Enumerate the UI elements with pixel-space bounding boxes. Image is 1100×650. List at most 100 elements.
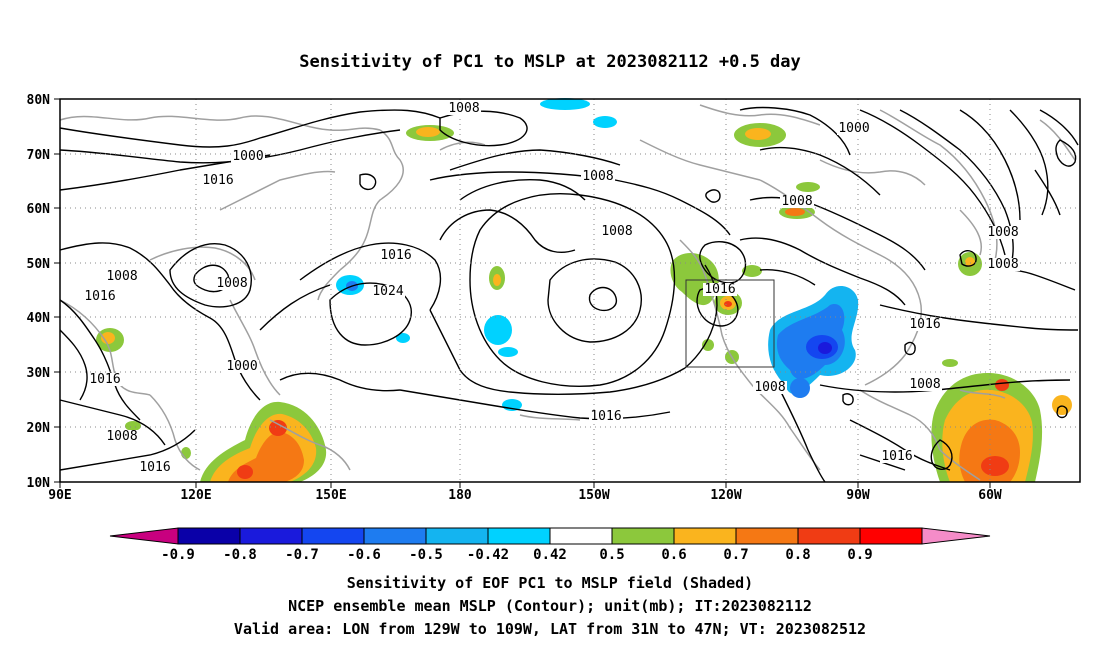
shade-negative-cyan	[593, 116, 617, 128]
shade-positive-orange	[1052, 395, 1072, 415]
contour-label: 1016	[89, 372, 120, 387]
caption-line: Valid area: LON from 129W to 109W, LAT f…	[234, 620, 866, 638]
shade-negative-cyan	[484, 315, 512, 345]
tick-marks	[54, 98, 991, 488]
contour-label-bg	[986, 226, 1020, 239]
contour-label: 1016	[139, 460, 170, 475]
contour-label: 1008	[601, 224, 632, 239]
colorbar-tick-label: -0.7	[285, 547, 319, 563]
contour-label: 1024	[372, 284, 403, 299]
lon-label: 120W	[710, 488, 741, 503]
lat-label: 10N	[27, 476, 51, 491]
shade-positive-orange	[416, 127, 440, 137]
contour-label: 1016	[84, 289, 115, 304]
shade-positive-red	[995, 379, 1009, 391]
contour-label: 1016	[590, 409, 621, 424]
contour-label-bg	[371, 285, 405, 298]
shade-negative-darker	[818, 342, 832, 354]
colorbar-over-triangle	[921, 527, 991, 545]
contour-label: 1008	[987, 225, 1018, 240]
contour-label-bg	[753, 381, 787, 394]
colorbar-tick-label: 0.7	[723, 547, 748, 563]
colorbar-tick-label: 0.9	[847, 547, 872, 563]
contour-label-bg	[880, 450, 914, 463]
colorbar-box	[239, 527, 303, 545]
colorbar-box	[301, 527, 365, 545]
shade-positive-green	[942, 359, 958, 367]
lon-label: 60W	[978, 488, 1002, 503]
lat-label: 60N	[27, 202, 51, 217]
contour-label: 1008	[781, 194, 812, 209]
contour-label-bg	[589, 410, 623, 423]
contour-label-bg	[908, 318, 942, 331]
contour-label-bg	[225, 360, 259, 373]
captions: Sensitivity of EOF PC1 to MSLP field (Sh…	[234, 574, 866, 638]
contour-label: 1016	[881, 449, 912, 464]
contour-label-bg	[447, 102, 481, 115]
colorbar-tick-label: -0.5	[409, 547, 443, 563]
lon-label: 90E	[48, 488, 71, 503]
contour-label-bg	[581, 170, 615, 183]
contour-label: 1000	[226, 359, 257, 374]
colorbar-tick-label: 0.42	[533, 547, 567, 563]
shade-positive-red	[981, 456, 1009, 476]
contour-label-bg	[986, 258, 1020, 271]
contour-label-bg	[88, 373, 122, 386]
lat-label: 70N	[27, 148, 51, 163]
colorbar-tick-label: -0.6	[347, 547, 381, 563]
contour-label: 1008	[582, 169, 613, 184]
contour-label: 1008	[448, 101, 479, 116]
lon-label: 150W	[578, 488, 609, 503]
latitude-labels: 80N 70N 60N 50N 40N 30N 20N 10N	[27, 93, 51, 491]
caption-line: Sensitivity of EOF PC1 to MSLP field (Sh…	[347, 574, 753, 592]
shade-positive-green	[742, 265, 762, 277]
colorbar-box	[177, 527, 241, 545]
contour-label-bg	[780, 195, 814, 208]
lon-label: 120E	[180, 488, 211, 503]
shade-negative-cyan	[396, 333, 410, 343]
contour-label-bg	[600, 225, 634, 238]
shade-positive-green	[181, 447, 191, 459]
contour-label: 1008	[754, 380, 785, 395]
colorbar-box	[549, 527, 613, 545]
shade-positive-green	[796, 182, 820, 192]
lat-label: 40N	[27, 311, 51, 326]
shade-positive-orange	[785, 208, 805, 216]
lat-label: 50N	[27, 257, 51, 272]
mslp-contours	[59, 106, 1079, 483]
shade-positive-red	[724, 301, 732, 307]
colorbar-box	[487, 527, 551, 545]
colorbar-tick-label: 0.6	[661, 547, 686, 563]
contour-label-bg	[105, 430, 139, 443]
contour-label: 1000	[838, 121, 869, 136]
shade-positive-red	[269, 420, 287, 436]
lon-label: 150E	[315, 488, 346, 503]
contour-label-bg	[231, 150, 265, 163]
contour-label-bg	[138, 461, 172, 474]
contour-label: 1016	[704, 282, 735, 297]
contour-label-bg	[105, 270, 139, 283]
colorbar-tick-label: -0.42	[467, 547, 509, 563]
map-background	[60, 99, 1080, 482]
colorbar-box	[673, 527, 737, 545]
colorbar-box	[363, 527, 427, 545]
colorbar-box	[797, 527, 861, 545]
colorbar-under-triangle	[109, 527, 179, 545]
valid-area-box	[685, 279, 775, 368]
colorbar-box	[859, 527, 923, 545]
shade-positive-orange	[101, 332, 115, 344]
longitude-labels: 90E 120E 150E 180 150W 120W 90W 60W	[48, 488, 1002, 503]
shade-negative-blue	[790, 378, 810, 398]
lon-label: 180	[448, 488, 472, 503]
contour-label-bg	[908, 378, 942, 391]
contour-labels: 1008 1000 1016 1008 1016 1008 1000 1016 1008 1016…	[83, 101, 1020, 475]
colorbar-box	[611, 527, 675, 545]
contour-label-bg	[837, 122, 871, 135]
colorbar-tick-label: 0.8	[785, 547, 810, 563]
contour-label: 1008	[216, 276, 247, 291]
shade-negative-cyan	[498, 347, 518, 357]
map-frame	[59, 98, 1081, 483]
shade-positive-green	[702, 339, 714, 351]
contour-label: 1000	[232, 149, 263, 164]
